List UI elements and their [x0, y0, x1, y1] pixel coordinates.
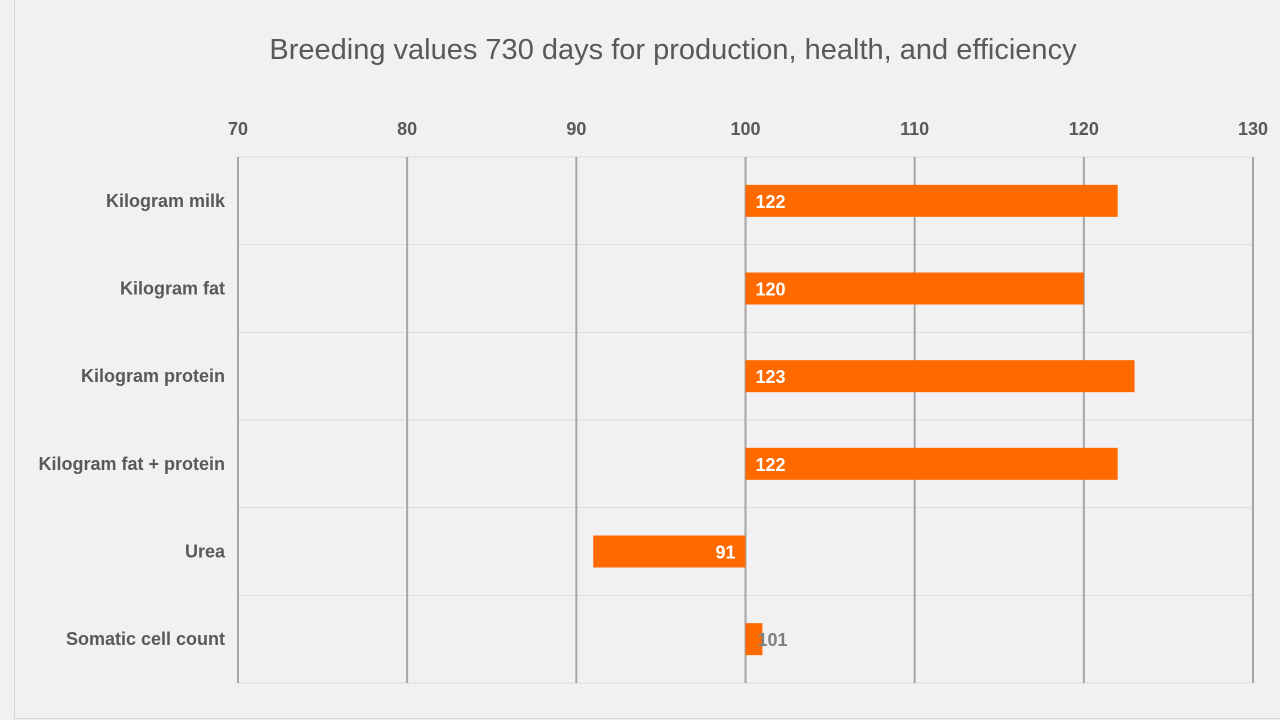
x-tick-label: 80: [397, 119, 417, 139]
data-label: 122: [756, 192, 786, 212]
x-axis-ticks: 70 80 90 100 110 120 130: [228, 119, 1268, 139]
x-tick-label: 110: [900, 119, 929, 139]
gridlines: [237, 156, 1254, 684]
data-label: 101: [758, 630, 788, 650]
bar: [745, 272, 1084, 305]
category-label: Somatic cell count: [66, 629, 225, 649]
category-label: Kilogram milk: [106, 191, 226, 211]
category-label: Urea: [185, 542, 226, 562]
bar: [745, 623, 763, 656]
data-label: 122: [756, 455, 786, 475]
bar: [593, 535, 746, 568]
x-tick-label: 100: [730, 119, 760, 139]
data-label: 123: [756, 367, 786, 387]
category-label: Kilogram fat + protein: [38, 454, 225, 474]
bars: [593, 184, 1135, 656]
chart-title: Breeding values 730 days for production,…: [269, 34, 1077, 66]
data-labels: 122 120 123 122 91 101: [715, 192, 787, 650]
category-label: Kilogram fat: [120, 279, 225, 299]
category-labels: Kilogram milk Kilogram fat Kilogram protei…: [38, 191, 226, 649]
data-label: 91: [715, 543, 735, 563]
bar: [745, 184, 1118, 217]
bar: [745, 447, 1118, 480]
category-label: Kilogram protein: [81, 366, 225, 386]
x-tick-label: 70: [228, 119, 248, 139]
data-label: 120: [756, 280, 786, 300]
x-tick-label: 120: [1069, 119, 1099, 139]
x-tick-label: 90: [566, 119, 586, 139]
bar: [745, 360, 1135, 393]
x-tick-label: 130: [1238, 119, 1268, 139]
chart-frame: [14, 0, 1280, 719]
